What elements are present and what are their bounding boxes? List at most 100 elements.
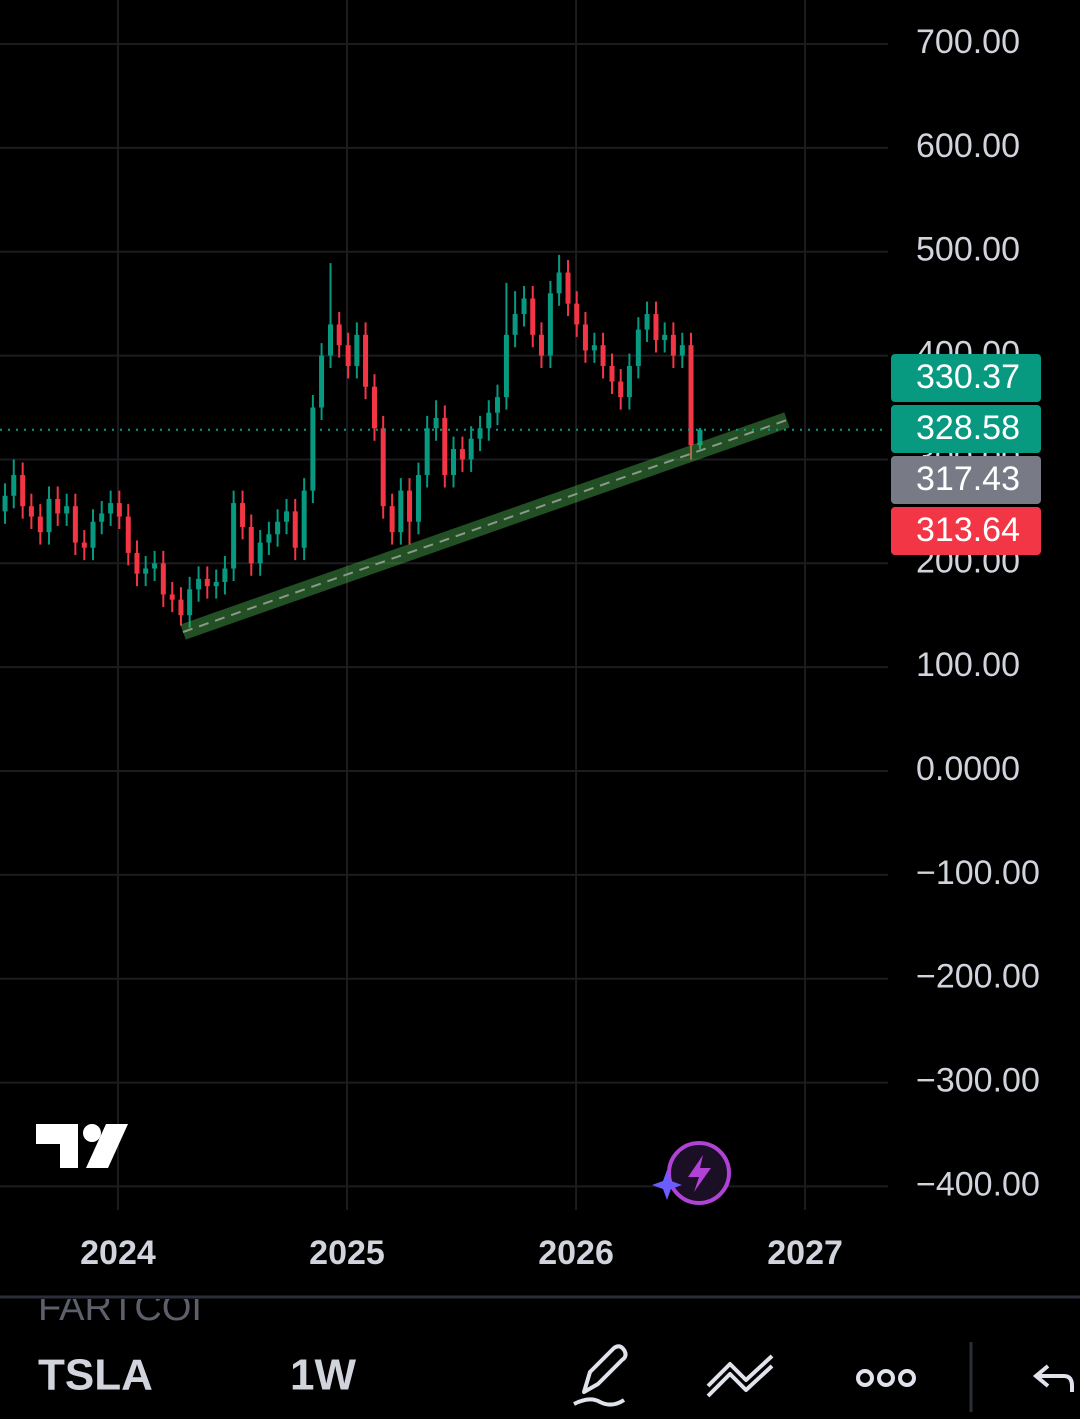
y-tick-label: 600.00 [916,127,1020,165]
candle-body [37,516,43,533]
price-label: 317.43 [916,460,1020,498]
candle-body [354,334,360,366]
candle-body [213,581,219,587]
price-label: 330.37 [916,358,1020,396]
candle-body [11,475,17,496]
candle-body [565,272,571,304]
candle-body [433,417,439,429]
candle-body [521,298,527,315]
candle-body [486,412,492,429]
candle-body [143,568,149,574]
candle-body [442,417,448,476]
candle-body [310,407,316,491]
candle-body [407,490,413,522]
price-label-box [891,456,1041,504]
plot [0,254,888,640]
candle-body [292,511,298,548]
candle-body [20,475,26,507]
candle-body [582,324,588,351]
candle-body [653,314,659,341]
y-tick-label: 500.00 [916,231,1020,269]
candle-body [688,345,694,446]
candle-body [55,498,61,514]
candle-body [28,506,34,517]
axis: 700.00600.00500.00400.00300.00200.00100.… [80,23,1041,1272]
candle-body [257,542,263,564]
candle-body [116,503,122,517]
price-label-box [891,354,1041,402]
x-tick-label: 2027 [767,1234,843,1272]
indicators-tool[interactable] [706,1354,774,1398]
candle-body [336,324,342,346]
candle-body [512,314,518,335]
candle-body [275,521,281,535]
x-tick-label: 2025 [309,1234,385,1272]
interval[interactable]: 1W [290,1351,356,1400]
candle-body [125,516,131,553]
y-tick-label: −200.00 [916,958,1040,996]
candle-body [301,490,307,548]
candle-body [451,449,457,476]
y-tick-label: 100.00 [916,646,1020,684]
candle-body [556,272,562,294]
candle-body [284,511,290,522]
candle-body [424,428,430,476]
logo [36,1124,128,1168]
candle-body [204,578,210,587]
symbol[interactable]: TSLA [38,1351,153,1400]
candle-body [380,428,386,507]
undo-button[interactable] [1032,1364,1074,1392]
candle-body [64,506,70,514]
candle-body [371,386,377,429]
candle-body [169,594,175,600]
candle-body [530,298,536,335]
price-label: 328.58 [916,409,1020,447]
y-tick-label: −100.00 [916,854,1040,892]
candle-body [574,303,580,325]
candle-body [415,475,421,522]
y-tick-label: −400.00 [916,1165,1040,1203]
candle-body [538,334,544,356]
candle-body [477,428,483,439]
candle-body [90,521,96,548]
candle-body [600,345,606,366]
candle-body [319,355,325,408]
candle-body [266,534,272,543]
candle-body [626,365,632,398]
price-label-box [891,405,1041,453]
candle-body [2,495,8,512]
candle-body [662,334,668,341]
candle-body [591,345,597,351]
candle-body [248,526,254,564]
candle-body [345,345,351,366]
candle-body [635,329,641,366]
candle-body [152,563,158,569]
candle-body [389,506,395,533]
candle-body [160,563,166,595]
candle-body [459,449,465,460]
x-tick-label: 2024 [80,1234,156,1272]
previous-symbol: FARTCOI [38,1287,202,1329]
candle-body [99,513,105,522]
y-tick-label: 0.0000 [916,750,1020,788]
more-menu[interactable] [856,1369,916,1387]
candle-body [547,293,553,356]
candle-body [697,429,703,446]
candle-body [196,578,202,590]
candle-body [494,397,500,413]
candle-body [670,334,676,356]
candle-body [108,503,114,514]
draw-tool[interactable] [573,1344,628,1407]
x-tick-label: 2026 [538,1234,614,1272]
price-label-box [891,507,1041,555]
candle-body [72,506,78,543]
candle-body [134,552,140,574]
assistant-icon[interactable] [652,1141,731,1205]
candle-body [503,334,509,398]
candle-body [46,498,52,533]
candle-body [222,568,228,582]
candle-body [468,438,474,460]
candle-body [81,542,87,548]
candle-body [618,381,624,398]
